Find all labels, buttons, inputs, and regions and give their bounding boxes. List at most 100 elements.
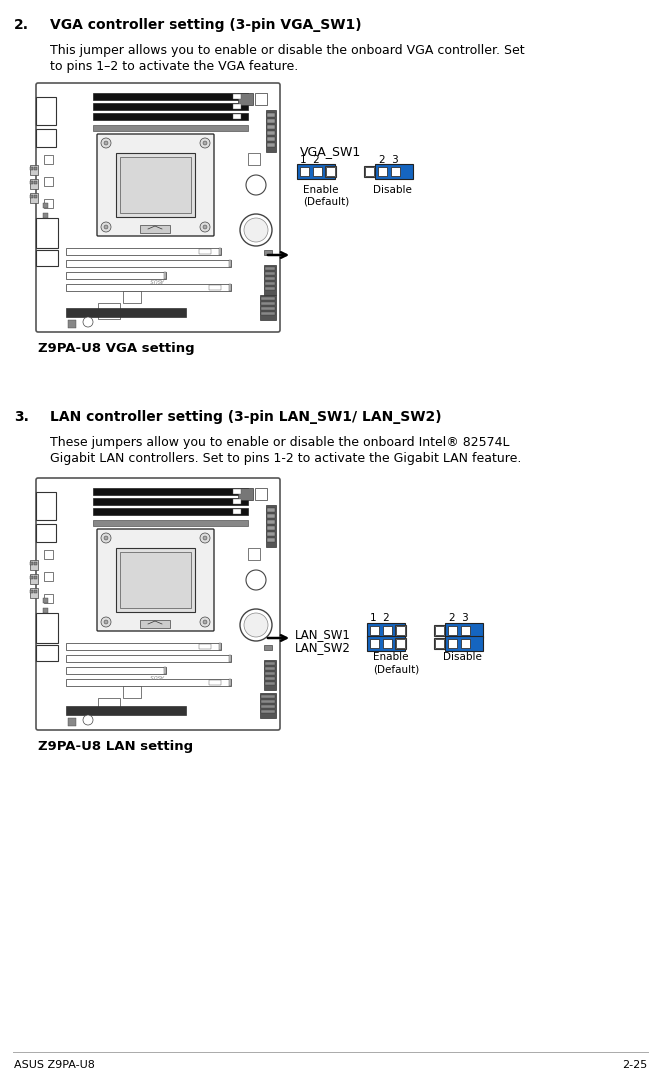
Bar [267, 119, 275, 123]
Text: LAN_SW2: LAN_SW2 [295, 641, 351, 655]
Text: to pins 1–2 to activate the VGA feature.: to pins 1–2 to activate the VGA feature. [50, 60, 298, 73]
Bar [434, 624, 445, 636]
Bar [93, 93, 248, 100]
Bar [248, 548, 260, 560]
Bar [66, 248, 221, 255]
Circle shape [203, 225, 207, 229]
Bar [43, 214, 48, 218]
Bar [34, 195, 37, 199]
Bar [98, 303, 120, 319]
Bar [30, 195, 33, 199]
Bar [66, 308, 186, 317]
Bar [445, 623, 483, 638]
Bar [266, 111, 276, 152]
Bar [261, 700, 275, 703]
Text: Gigabit LAN controllers. Set to pins 1-2 to activate the Gigabit LAN feature.: Gigabit LAN controllers. Set to pins 1-2… [50, 452, 522, 465]
Bar [34, 576, 37, 579]
Circle shape [200, 533, 210, 543]
Bar [255, 488, 267, 500]
Bar [66, 655, 231, 662]
Bar [435, 640, 444, 648]
Text: 2-25: 2-25 [622, 1060, 647, 1070]
Bar [260, 295, 276, 320]
Bar [313, 167, 322, 176]
Bar [164, 271, 166, 279]
Bar [261, 302, 275, 305]
Bar [435, 626, 444, 635]
Bar [93, 103, 248, 111]
Bar [265, 667, 275, 670]
Text: 2  3: 2 3 [379, 155, 399, 165]
Bar [123, 686, 141, 699]
Text: 1  2: 1 2 [370, 613, 390, 623]
Bar [30, 588, 38, 598]
Circle shape [104, 225, 108, 229]
Bar [267, 514, 275, 518]
Text: (Default): (Default) [303, 197, 349, 207]
Bar [43, 598, 48, 603]
Bar [325, 166, 336, 177]
Bar [34, 167, 37, 170]
Circle shape [104, 620, 108, 624]
Circle shape [101, 617, 111, 627]
Bar [445, 636, 483, 651]
Bar [391, 167, 400, 176]
Bar [265, 662, 275, 665]
Bar [44, 177, 53, 186]
Text: This jumper allows you to enable or disable the onboard VGA controller. Set: This jumper allows you to enable or disa… [50, 44, 525, 57]
Bar [264, 645, 272, 650]
Bar [265, 271, 275, 275]
Circle shape [244, 218, 268, 242]
Circle shape [200, 222, 210, 232]
Bar [375, 164, 413, 179]
Bar [93, 124, 248, 131]
Text: Disable: Disable [443, 652, 482, 662]
Bar [383, 626, 392, 635]
Bar [233, 499, 241, 504]
Circle shape [246, 175, 266, 195]
FancyBboxPatch shape [97, 529, 214, 631]
Bar [44, 550, 53, 559]
Bar [44, 199, 53, 208]
Bar [265, 286, 275, 290]
Text: These jumpers allow you to enable or disable the onboard Intel® 82574L: These jumpers allow you to enable or dis… [50, 436, 510, 449]
Text: 3.: 3. [14, 410, 29, 424]
Bar [297, 164, 335, 179]
Bar [267, 508, 275, 512]
Circle shape [200, 617, 210, 627]
Bar [30, 193, 38, 203]
Bar [264, 660, 276, 690]
Bar [93, 488, 248, 495]
Bar [140, 620, 170, 628]
Bar [261, 307, 275, 310]
Bar [370, 626, 379, 635]
Bar [267, 143, 275, 147]
Text: VGA controller setting (3-pin VGA_SW1): VGA controller setting (3-pin VGA_SW1) [50, 18, 362, 32]
Bar [34, 590, 37, 593]
FancyBboxPatch shape [36, 477, 280, 730]
Text: Enable: Enable [373, 652, 408, 662]
Bar [233, 114, 241, 119]
Bar [300, 167, 309, 176]
Bar [266, 505, 276, 547]
Bar [66, 706, 186, 715]
Text: 1  2: 1 2 [300, 155, 320, 165]
Circle shape [203, 536, 207, 540]
Bar [164, 667, 166, 674]
Bar [66, 667, 166, 674]
Bar [120, 157, 191, 214]
Bar [123, 291, 141, 303]
Circle shape [203, 141, 207, 145]
Text: Z9PA-U8 LAN setting: Z9PA-U8 LAN setting [38, 740, 193, 753]
Bar [395, 624, 406, 636]
Bar [43, 203, 48, 208]
Bar [66, 271, 166, 279]
Bar [98, 699, 120, 714]
Bar [265, 277, 275, 280]
Bar [30, 574, 38, 584]
Bar [233, 509, 241, 514]
Text: ASUS: ASUS [151, 673, 165, 677]
Bar [44, 594, 53, 603]
Bar [66, 643, 221, 650]
Bar [44, 572, 53, 580]
